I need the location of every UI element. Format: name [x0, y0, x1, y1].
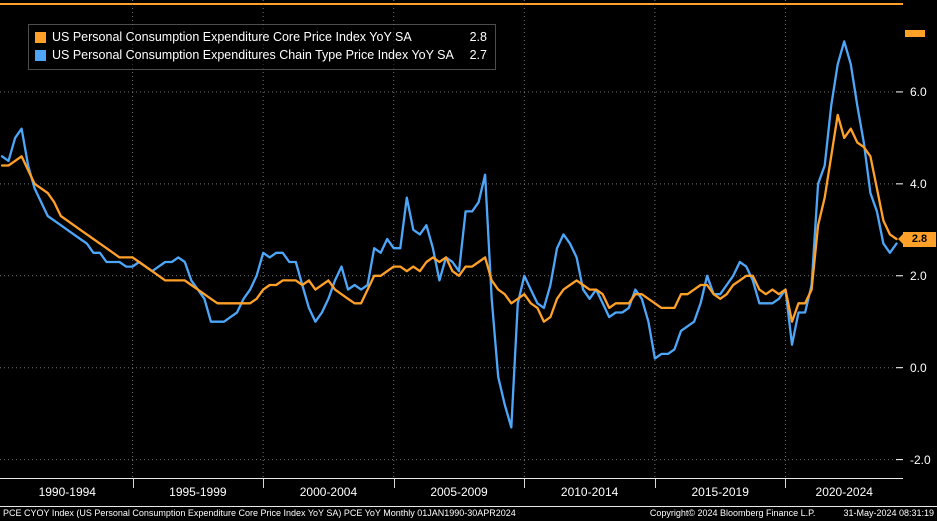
- chart-plot-svg[interactable]: [0, 0, 903, 478]
- legend-label: US Personal Consumption Expenditures Cha…: [52, 48, 454, 62]
- legend-value: 2.8: [469, 30, 487, 44]
- legend-label: US Personal Consumption Expenditure Core…: [52, 30, 412, 44]
- x-axis-tick: [263, 479, 265, 488]
- chart-plot-area[interactable]: [0, 0, 903, 479]
- x-axis-tick: [524, 479, 526, 488]
- headline-series-swatch-icon: [35, 49, 46, 61]
- status-bar: PCE CYOY Index (US Personal Consumption …: [0, 506, 937, 520]
- axis-overflow-marker: [905, 30, 925, 37]
- x-axis-band: 1990-1994 1995-1999 2000-2004 2005-2009 2010…: [0, 479, 903, 506]
- y-axis: 6.0 4.0 2.0 0.0 -2.0: [903, 0, 937, 478]
- chart-legend: US Personal Consumption Expenditure Core…: [28, 24, 496, 70]
- x-axis-label: 2000-2004: [299, 485, 358, 499]
- x-axis-tick: [654, 479, 656, 488]
- last-value-badge: 2.8: [898, 231, 936, 247]
- y-axis-tick-label: -2.0: [910, 452, 931, 467]
- x-axis-tick: [393, 479, 395, 488]
- legend-value: 2.7: [469, 48, 487, 62]
- x-axis-label: 1990-1994: [38, 485, 96, 499]
- core-series-swatch-icon: [35, 31, 46, 43]
- ticker-description: PCE CYOY Index (US Personal Consumption …: [3, 508, 516, 518]
- x-axis-label: 1995-1999: [169, 485, 227, 499]
- x-axis-label: 2010-2014: [560, 485, 619, 499]
- copyright-text: Copyright© 2024 Bloomberg Finance L.P.: [649, 508, 816, 518]
- x-axis-label: 2020-2024: [815, 485, 873, 499]
- y-axis-tick-label: 2.0: [910, 268, 927, 283]
- x-axis-tick: [132, 479, 134, 488]
- y-axis-tick-label: 6.0: [910, 84, 927, 99]
- x-axis-tick: [785, 479, 787, 488]
- legend-item-headline-pce[interactable]: US Personal Consumption Expenditures Cha…: [35, 46, 487, 64]
- x-axis-label: 2015-2019: [691, 485, 749, 499]
- timestamp: 31-May-2024 08:31:19: [843, 508, 934, 518]
- y-axis-tick-label: 0.0: [910, 360, 927, 375]
- y-axis-tick-label: 4.0: [910, 176, 927, 191]
- chart-top-border: [0, 3, 903, 5]
- x-axis-label: 2005-2009: [430, 485, 488, 499]
- legend-item-core-pce[interactable]: US Personal Consumption Expenditure Core…: [35, 28, 487, 46]
